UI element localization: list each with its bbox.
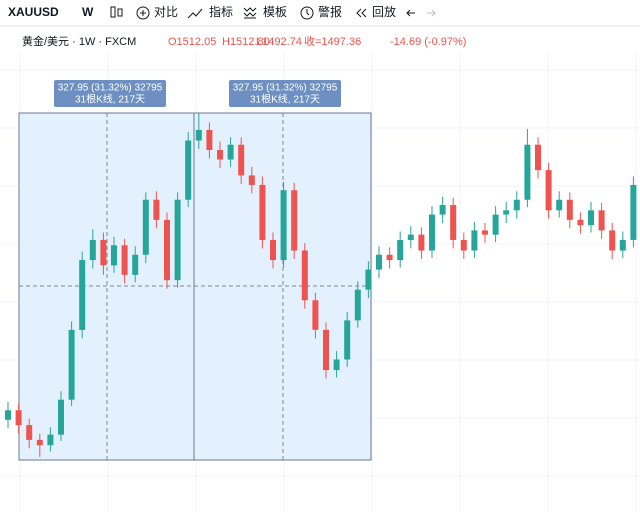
interval[interactable]: W [82, 5, 94, 19]
legend-close: 收=1497.36 [304, 34, 361, 48]
candle-body [79, 260, 86, 330]
candle-body [259, 184, 266, 240]
candle-body [588, 210, 594, 226]
candle-body [15, 410, 22, 426]
candle-body [429, 214, 435, 251]
candle-body [174, 199, 181, 281]
measure-text: 327.95 (31.32%) 32795 [58, 83, 163, 94]
candles [5, 113, 637, 457]
candle-body [58, 399, 64, 435]
symbol[interactable]: XAUUSD [8, 5, 59, 19]
toolbar-item[interactable]: 对比 [154, 5, 178, 19]
legend-open: O1512.05 [168, 36, 216, 48]
candle-body [482, 230, 488, 235]
candle-body [535, 144, 541, 171]
candle-body [418, 234, 425, 251]
candle-body [291, 190, 298, 251]
candle-body [89, 239, 96, 261]
candle-body [280, 190, 287, 261]
candle-body [121, 245, 128, 275]
candle-body [354, 289, 361, 321]
legend-low: L1492.74 [256, 36, 302, 48]
candle-body [545, 170, 552, 211]
candle-body [344, 320, 351, 360]
candle-body [142, 199, 149, 255]
candle-body [450, 205, 457, 240]
legend-high: H1512.80 [222, 36, 270, 48]
candle-body [217, 150, 223, 160]
measure-text: 327.95 (31.32%) 32795 [233, 83, 338, 94]
candle-body [503, 210, 510, 215]
candle-body [227, 144, 234, 160]
toolbar-icons [110, 6, 436, 20]
candle-body [185, 140, 192, 200]
measure-crosshair [19, 113, 371, 460]
candle-body [47, 434, 54, 446]
toolbar-item[interactable]: 模板 [263, 5, 287, 19]
toolbar [0, 0, 640, 26]
candle-body [195, 129, 202, 141]
candle-body [492, 214, 499, 235]
candle-body [100, 239, 107, 266]
candle-body [556, 199, 563, 211]
candle-body [164, 219, 170, 281]
candle-body [386, 254, 393, 261]
legend-name: 黄金/美元 · 1W · FXCM [22, 34, 136, 48]
candle-body [566, 199, 573, 220]
candle-body [609, 230, 616, 251]
toolbar-item[interactable]: 回放 [372, 4, 396, 19]
candle-body [376, 254, 382, 270]
candle-body [132, 254, 139, 275]
candle-body [619, 239, 626, 251]
candle-body [26, 425, 33, 440]
candle-body [471, 230, 478, 251]
candle-body [630, 184, 637, 240]
candle-body [513, 199, 520, 211]
candle-body [5, 410, 11, 420]
candle-body [365, 269, 372, 290]
candle-body [407, 234, 414, 240]
measure-text: 31根K线, 217天 [75, 93, 145, 106]
toolbar-item[interactable]: 警报 [318, 4, 342, 19]
toolbar-item[interactable]: 指标 [209, 4, 233, 19]
candle-body [598, 210, 605, 231]
candle-body [397, 239, 404, 261]
candle-body [238, 144, 245, 176]
candle-body [323, 329, 329, 371]
candle-body [460, 239, 467, 251]
candle-body [577, 219, 584, 226]
measure-label [229, 80, 341, 107]
candle-body [68, 329, 75, 400]
measure-label [54, 80, 166, 107]
candle-body [270, 239, 276, 261]
candle-body [333, 359, 340, 371]
candle-body [206, 129, 213, 151]
candle-body [439, 205, 446, 215]
candle-body [524, 144, 531, 200]
candle-body [153, 199, 160, 220]
candle-body [301, 250, 308, 301]
candle-body [312, 300, 319, 330]
candle-body [111, 245, 117, 266]
candle-body [36, 439, 43, 446]
measure-text: 31根K线, 217天 [250, 93, 320, 106]
legend-change: -14.69 (-0.97%) [390, 36, 466, 48]
candle-body [248, 175, 255, 185]
